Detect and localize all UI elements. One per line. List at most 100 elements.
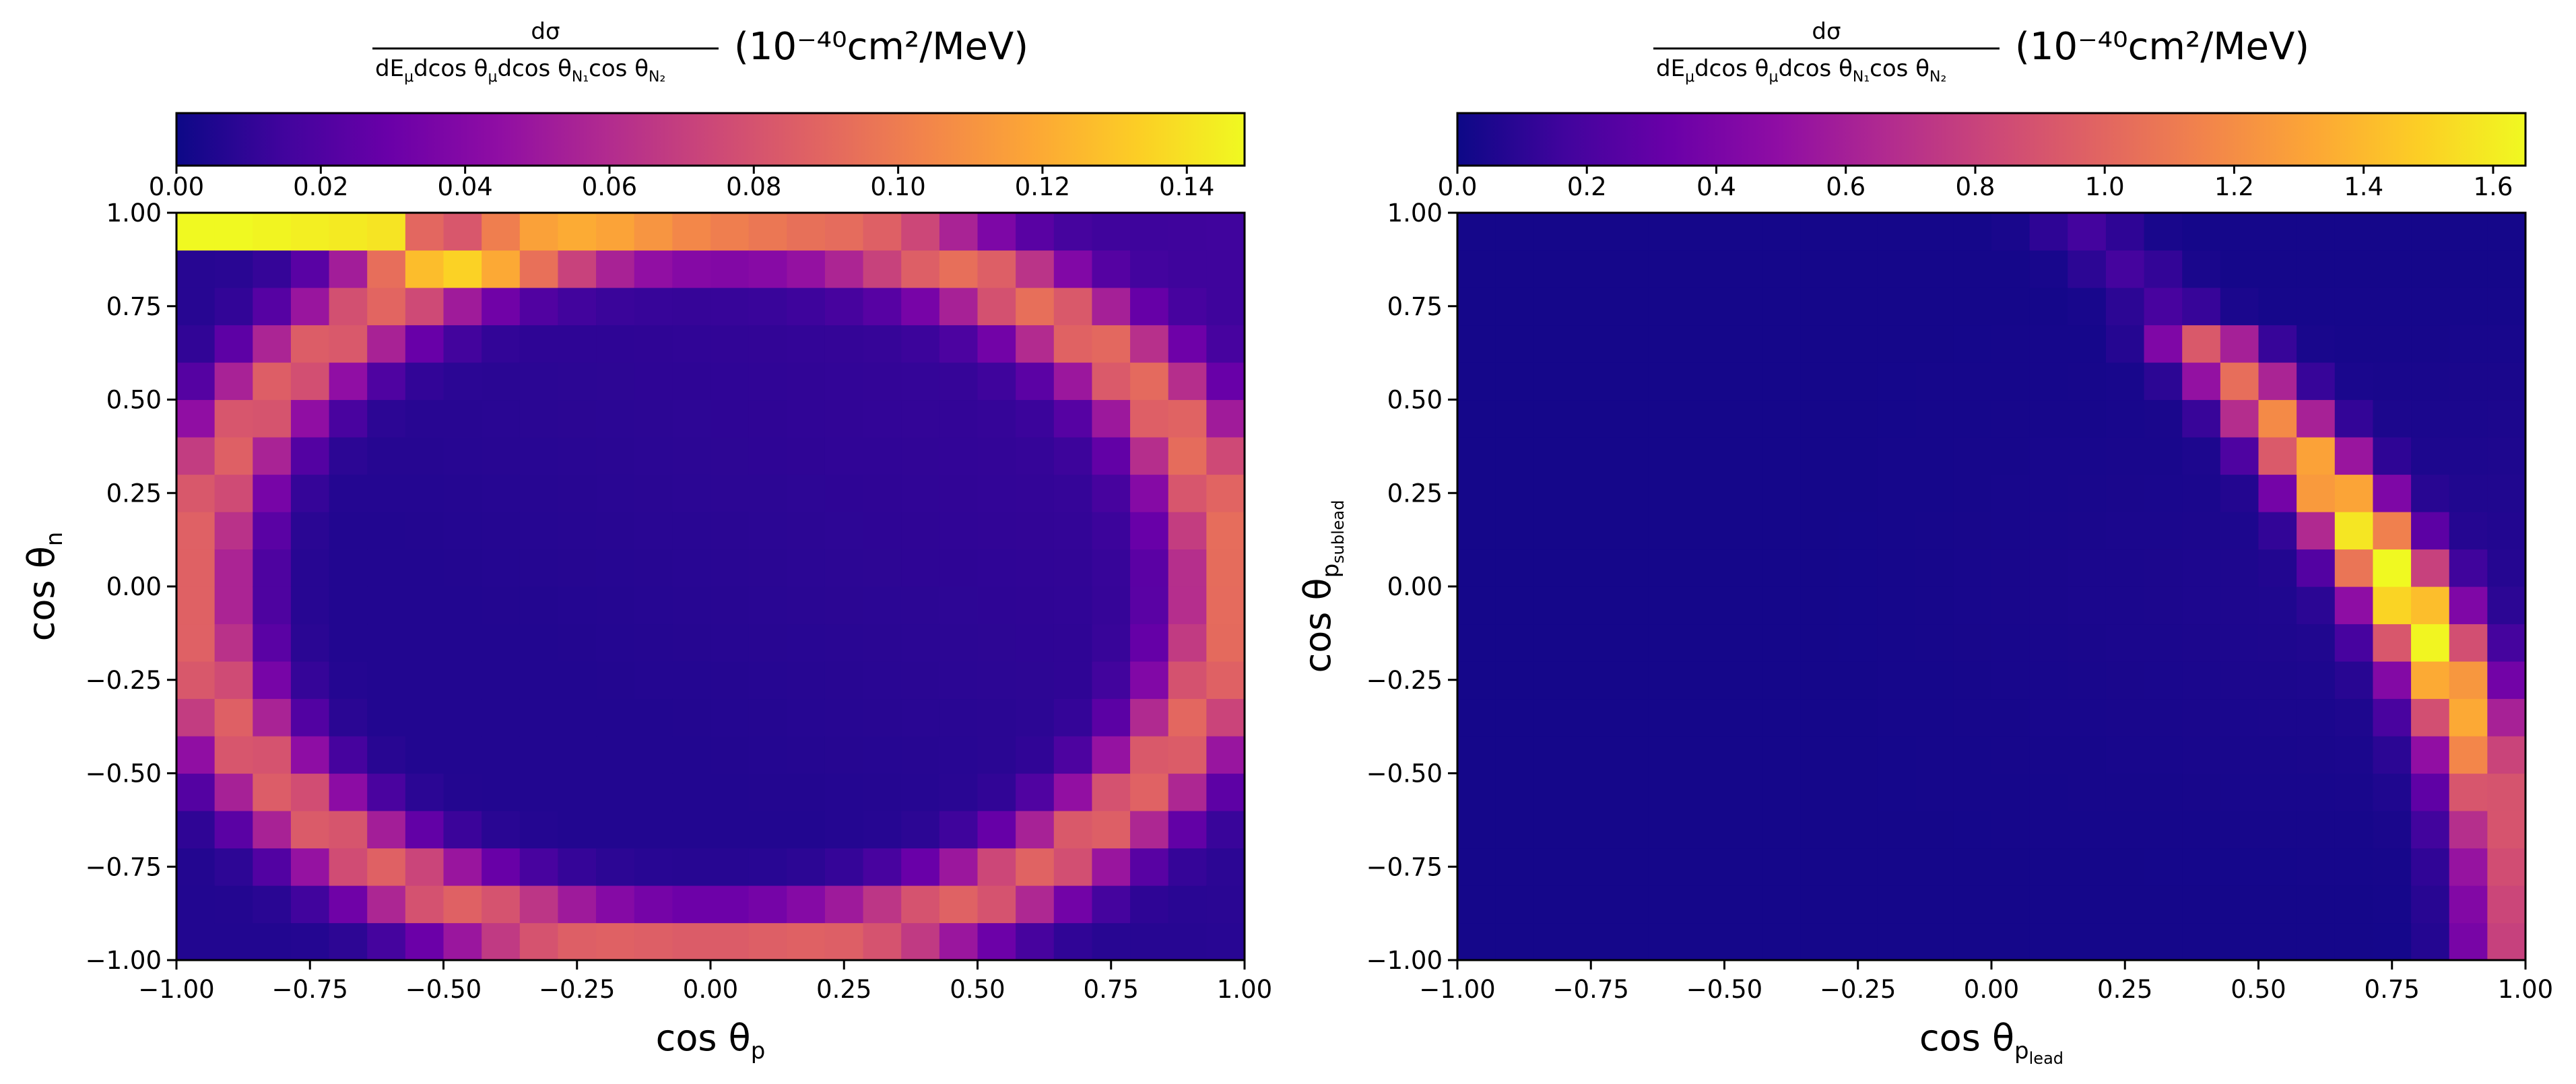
heatmap-cell (214, 736, 253, 774)
heatmap-cell (672, 885, 711, 924)
heatmap-cell (1610, 885, 1649, 924)
heatmap-cell (1168, 661, 1207, 700)
heatmap-cell (672, 698, 711, 737)
heatmap-cell (2068, 437, 2107, 475)
heatmap-cell (1839, 474, 1878, 512)
heatmap-cell (1648, 213, 1687, 251)
heatmap-cell (1571, 661, 1611, 700)
heatmap-cell (1686, 698, 1725, 737)
heatmap-cell (329, 437, 368, 475)
colorbar-tick-label: 0.06 (582, 172, 637, 201)
colorbar-title-numerator: dσ (531, 18, 560, 45)
heatmap-cell (1839, 362, 1878, 401)
heatmap-cell (1457, 250, 1496, 288)
heatmap-cell (787, 512, 826, 550)
heatmap-cell (482, 848, 521, 886)
heatmap-cell (1648, 512, 1687, 550)
heatmap-cell (711, 623, 750, 662)
heatmap-cell (863, 362, 902, 401)
heatmap-cell (1762, 623, 1802, 662)
heatmap-cell (1724, 922, 1763, 961)
heatmap-cell (1648, 399, 1687, 438)
heatmap-cell (1991, 811, 2030, 849)
heatmap-cell (1206, 549, 1245, 587)
heatmap-cell (711, 399, 750, 438)
heatmap-cell (787, 325, 826, 363)
heatmap-cell (1800, 623, 1840, 662)
heatmap-cell (2487, 661, 2526, 700)
heatmap-cell (672, 773, 711, 811)
heatmap-cell (482, 586, 521, 625)
heatmap-cell (290, 474, 330, 512)
heatmap-cell (1206, 848, 1245, 886)
heatmap-cell (443, 250, 482, 288)
heatmap-cell (901, 437, 940, 475)
heatmap-cell (1648, 250, 1687, 288)
heatmap-cell (748, 885, 787, 924)
heatmap-cell (214, 586, 253, 625)
heatmap-cell (2105, 661, 2145, 700)
heatmap-cell (1168, 399, 1207, 438)
heatmap-cell (329, 922, 368, 961)
heatmap-cell (1206, 586, 1245, 625)
heatmap-cell (1092, 250, 1131, 288)
heatmap-cell (2297, 811, 2336, 849)
heatmap-cell (1610, 736, 1649, 774)
heatmap-cell (672, 623, 711, 662)
heatmap-cell (901, 399, 940, 438)
x-axis-label-right: cos θplead (1919, 1017, 2063, 1068)
heatmap-cell (596, 512, 635, 550)
heatmap-cell (443, 698, 482, 737)
heatmap-cell (901, 623, 940, 662)
heatmap-cell (2220, 885, 2259, 924)
heatmap-cell (977, 362, 1016, 401)
heatmap-cell (1800, 922, 1840, 961)
heatmap-cell (2487, 512, 2526, 550)
heatmap-cell (901, 811, 940, 849)
heatmap-cell (2182, 623, 2221, 662)
heatmap-cell (1168, 885, 1207, 924)
x-tick-label: 0.00 (683, 975, 738, 1004)
x-tick-label: −1.00 (1419, 975, 1495, 1004)
heatmap-cell (1648, 325, 1687, 363)
heatmap-cell (939, 848, 979, 886)
heatmap-cell (863, 698, 902, 737)
heatmap-cell (2182, 325, 2221, 363)
heatmap-cell (939, 586, 979, 625)
heatmap-cell (176, 213, 216, 251)
heatmap-cell (1571, 773, 1611, 811)
heatmap-cell (329, 287, 368, 326)
heatmap-cell (901, 287, 940, 326)
colorbar-right (1456, 112, 2527, 167)
heatmap-cell (2105, 623, 2145, 662)
heatmap-cell (1762, 512, 1802, 550)
heatmap-cell (939, 773, 979, 811)
heatmap-cell (1092, 623, 1131, 662)
heatmap-cell (558, 586, 597, 625)
heatmap-cell (253, 549, 292, 587)
heatmap-cell (1495, 250, 1534, 288)
heatmap-cell (748, 549, 787, 587)
heatmap-cell (2258, 474, 2297, 512)
heatmap-cell (1877, 623, 1916, 662)
heatmap-cell (1053, 922, 1093, 961)
heatmap-cell (1877, 736, 1916, 774)
heatmap-cell (2029, 698, 2068, 737)
heatmap-cell (519, 811, 559, 849)
heatmap-cell (1130, 362, 1169, 401)
heatmap-cell (1800, 549, 1840, 587)
heatmap-cell (2182, 848, 2221, 886)
heatmap-cell (405, 885, 444, 924)
heatmap-cell (1877, 362, 1916, 401)
heatmap-cell (405, 811, 444, 849)
heatmap-cell (2449, 213, 2488, 251)
heatmap-cell (2220, 698, 2259, 737)
heatmap-cell (482, 512, 521, 550)
heatmap-cell (176, 623, 216, 662)
heatmap-cell (2334, 549, 2374, 587)
x-tick-label: −0.50 (405, 975, 482, 1004)
heatmap-cell (596, 922, 635, 961)
heatmap-cell (1648, 661, 1687, 700)
heatmap-cell (1092, 848, 1131, 886)
heatmap-cell (519, 736, 559, 774)
